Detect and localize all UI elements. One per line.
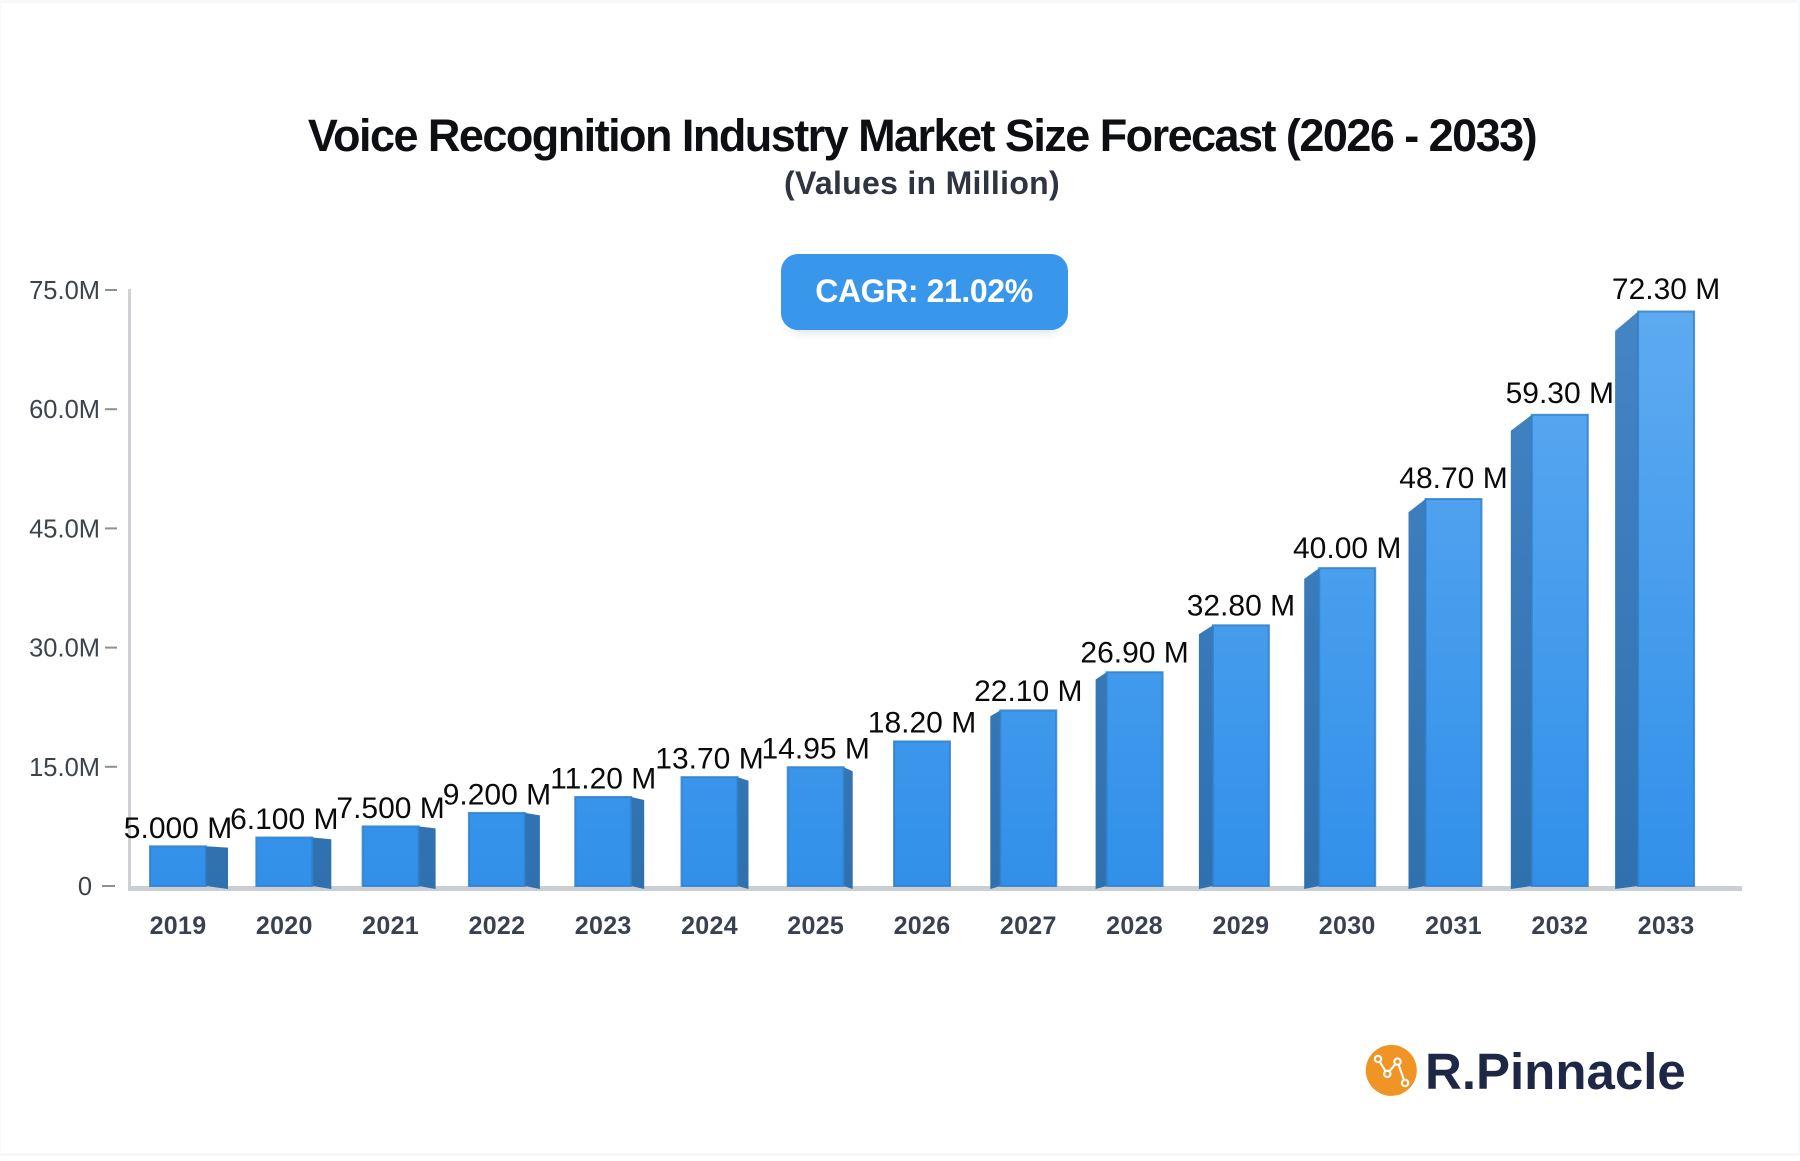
svg-text:48.70 M: 48.70 M bbox=[1399, 462, 1507, 495]
svg-text:2030: 2030 bbox=[1319, 912, 1376, 940]
svg-text:2027: 2027 bbox=[1000, 912, 1057, 940]
svg-text:26.90 M: 26.90 M bbox=[1080, 637, 1188, 670]
svg-text:22.10 M: 22.10 M bbox=[974, 675, 1082, 708]
svg-text:7.500 M: 7.500 M bbox=[336, 792, 444, 825]
svg-text:14.95 M: 14.95 M bbox=[761, 732, 869, 765]
svg-text:2026: 2026 bbox=[894, 912, 951, 940]
svg-text:2028: 2028 bbox=[1106, 912, 1163, 940]
svg-text:6.100 M: 6.100 M bbox=[230, 803, 338, 836]
svg-text:2033: 2033 bbox=[1638, 912, 1695, 940]
svg-text:15.0M: 15.0M bbox=[29, 754, 100, 782]
svg-text:18.20 M: 18.20 M bbox=[868, 706, 976, 739]
svg-text:2024: 2024 bbox=[681, 912, 738, 940]
svg-text:40.00 M: 40.00 M bbox=[1293, 532, 1401, 565]
svg-text:2023: 2023 bbox=[575, 912, 632, 940]
svg-text:45.0M: 45.0M bbox=[29, 515, 100, 543]
svg-text:2031: 2031 bbox=[1425, 912, 1482, 940]
svg-text:60.0M: 60.0M bbox=[29, 396, 100, 424]
svg-text:2021: 2021 bbox=[362, 912, 419, 940]
svg-text:2029: 2029 bbox=[1212, 912, 1269, 940]
svg-text:R.Pinnacle: R.Pinnacle bbox=[1425, 1043, 1686, 1100]
svg-text:32.80 M: 32.80 M bbox=[1187, 589, 1295, 622]
svg-text:(Values in Million): (Values in Million) bbox=[784, 165, 1060, 201]
svg-text:72.30 M: 72.30 M bbox=[1612, 273, 1720, 306]
svg-text:2020: 2020 bbox=[256, 912, 313, 940]
svg-text:75.0M: 75.0M bbox=[29, 277, 100, 305]
svg-text:11.20 M: 11.20 M bbox=[550, 762, 656, 795]
svg-text:CAGR: 21.02%: CAGR: 21.02% bbox=[815, 273, 1033, 309]
svg-text:13.70 M: 13.70 M bbox=[655, 742, 763, 775]
svg-text:0: 0 bbox=[78, 873, 92, 901]
svg-text:5.000 M: 5.000 M bbox=[124, 812, 232, 845]
svg-text:2022: 2022 bbox=[468, 912, 525, 940]
svg-text:Voice Recognition Industry Mar: Voice Recognition Industry Market Size F… bbox=[308, 110, 1536, 161]
svg-text:2019: 2019 bbox=[150, 912, 207, 940]
svg-text:59.30 M: 59.30 M bbox=[1506, 377, 1614, 410]
svg-text:2025: 2025 bbox=[787, 912, 844, 940]
svg-text:30.0M: 30.0M bbox=[29, 635, 100, 663]
svg-text:2032: 2032 bbox=[1531, 912, 1588, 940]
svg-text:9.200 M: 9.200 M bbox=[443, 778, 551, 811]
